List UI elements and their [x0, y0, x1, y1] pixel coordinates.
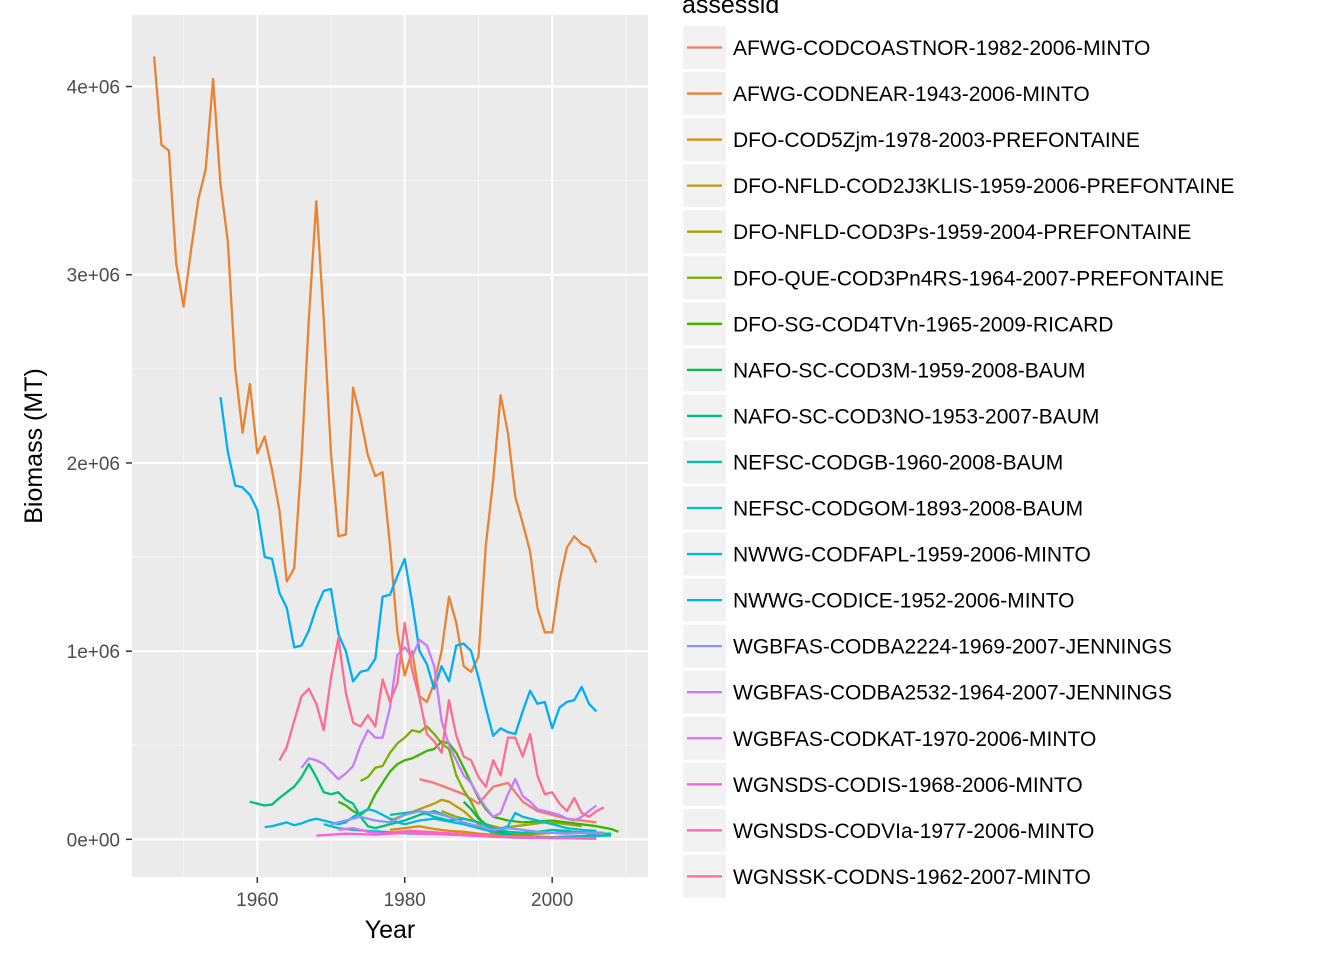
legend-label: WGBFAS-CODBA2224-1969-2007-JENNINGS: [733, 636, 1172, 659]
series-line-dfo-que-cod3pn4rs-1964-2007-prefontaine: [359, 725, 604, 836]
y-tick-label: 2e+06: [67, 454, 120, 475]
legend-item: WGBFAS-CODBA2224-1969-2007-JENNINGS: [683, 624, 1172, 668]
series-lines: [152, 56, 619, 840]
legend-item: WGBFAS-CODBA2532-1964-2007-JENNINGS: [683, 670, 1172, 714]
series-line-wgnssk-codns-1962-2007-minto: [278, 621, 605, 818]
x-axis: 1960 1980 2000: [236, 877, 573, 911]
x-tick-label: 1980: [384, 890, 426, 911]
y-tick-label: 4e+06: [67, 78, 120, 99]
legend-item: WGNSDS-CODIS-1968-2006-MINTO: [683, 762, 1083, 806]
legend-item: NEFSC-CODGOM-1893-2008-BAUM: [683, 486, 1083, 530]
series-line-wgbfas-codba2532-1964-2007-jennings: [300, 638, 598, 822]
legend-item: DFO-COD5Zjm-1978-2003-PREFONTAINE: [683, 118, 1140, 162]
legend: assessid AFWG-CODCOASTNOR-1982-2006-MINT…: [682, 0, 1234, 898]
series-line-afwg-codnear-1943-2006-minto: [152, 56, 598, 704]
legend-item: DFO-SG-COD4TVn-1965-2009-RICARD: [683, 302, 1113, 346]
legend-label: NWWG-CODICE-1952-2006-MINTO: [733, 590, 1075, 613]
legend-item: AFWG-CODNEAR-1943-2006-MINTO: [683, 72, 1090, 116]
legend-label: DFO-COD5Zjm-1978-2003-PREFONTAINE: [733, 129, 1140, 152]
legend-label: WGBFAS-CODBA2532-1964-2007-JENNINGS: [733, 682, 1172, 705]
legend-label: NAFO-SC-COD3M-1959-2008-BAUM: [733, 359, 1085, 382]
legend-label: DFO-NFLD-COD3Ps-1959-2004-PREFONTAINE: [733, 221, 1191, 244]
legend-item: DFO-NFLD-COD2J3KLIS-1959-2006-PREFONTAIN…: [683, 164, 1234, 208]
legend-label: AFWG-CODNEAR-1943-2006-MINTO: [733, 83, 1090, 106]
legend-item: NWWG-CODFAPL-1959-2006-MINTO: [683, 532, 1091, 576]
x-axis-title: Year: [365, 916, 416, 944]
legend-title: assessid: [682, 0, 779, 19]
legend-item: WGNSSK-CODNS-1962-2007-MINTO: [683, 854, 1091, 898]
legend-label: WGNSDS-CODIS-1968-2006-MINTO: [733, 774, 1083, 797]
legend-label: NWWG-CODFAPL-1959-2006-MINTO: [733, 544, 1091, 567]
legend-item: NEFSC-CODGB-1960-2008-BAUM: [683, 440, 1063, 484]
y-tick-label: 0e+00: [67, 830, 120, 851]
x-tick-label: 1960: [236, 890, 278, 911]
series-line-nwwg-codice-1952-2006-minto: [219, 396, 598, 737]
legend-label: WGBFAS-CODKAT-1970-2006-MINTO: [733, 728, 1096, 751]
legend-item: DFO-NFLD-COD3Ps-1959-2004-PREFONTAINE: [683, 210, 1191, 254]
legend-item: NAFO-SC-COD3M-1959-2008-BAUM: [683, 348, 1085, 392]
legend-label: DFO-NFLD-COD2J3KLIS-1959-2006-PREFONTAIN…: [733, 175, 1234, 198]
y-tick-label: 1e+06: [67, 642, 120, 663]
series-line-wgbfas-codba2224-1969-2007-jennings: [330, 809, 604, 835]
legend-item: WGNSDS-CODVIa-1977-2006-MINTO: [683, 808, 1094, 852]
legend-label: NEFSC-CODGB-1960-2008-BAUM: [733, 451, 1063, 474]
legend-item: NAFO-SC-COD3NO-1953-2007-BAUM: [683, 394, 1099, 438]
plot-panel: [132, 15, 648, 877]
legend-label: AFWG-CODCOASTNOR-1982-2006-MINTO: [733, 37, 1150, 60]
legend-label: WGNSDS-CODVIa-1977-2006-MINTO: [733, 820, 1094, 843]
x-tick-label: 2000: [531, 890, 573, 911]
legend-item: WGBFAS-CODKAT-1970-2006-MINTO: [683, 716, 1096, 760]
legend-label: WGNSSK-CODNS-1962-2007-MINTO: [733, 866, 1091, 889]
y-axis-title: Biomass (MT): [20, 368, 48, 524]
legend-item: DFO-QUE-COD3Pn4RS-1964-2007-PREFONTAINE: [683, 256, 1224, 300]
series-line-nwwg-codfapl-1959-2006-minto: [264, 808, 597, 833]
legend-item: NWWG-CODICE-1952-2006-MINTO: [683, 578, 1075, 622]
series-line-wgnsds-codvia-1977-2006-minto: [382, 829, 597, 840]
y-tick-label: 3e+06: [67, 266, 120, 287]
legend-label: NEFSC-CODGOM-1893-2008-BAUM: [733, 498, 1083, 521]
legend-label: DFO-SG-COD4TVn-1965-2009-RICARD: [733, 313, 1113, 336]
legend-label: DFO-QUE-COD3Pn4RS-1964-2007-PREFONTAINE: [733, 267, 1224, 290]
legend-item: AFWG-CODCOASTNOR-1982-2006-MINTO: [683, 26, 1150, 69]
y-axis: 0e+00 1e+06 2e+06 3e+06 4e+06: [67, 78, 132, 851]
legend-label: NAFO-SC-COD3NO-1953-2007-BAUM: [733, 405, 1099, 428]
